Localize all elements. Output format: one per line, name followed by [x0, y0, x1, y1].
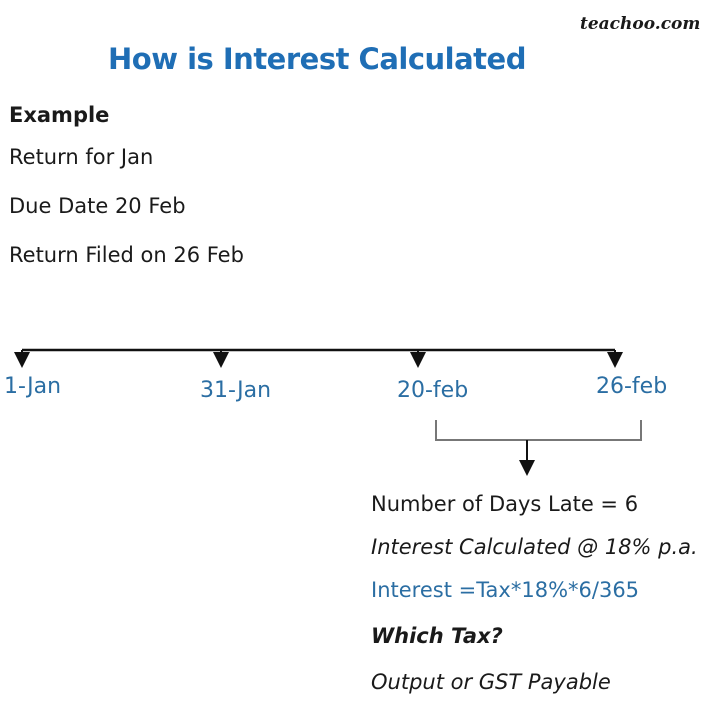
example-line-return: Return for Jan — [9, 145, 154, 169]
example-line-filed: Return Filed on 26 Feb — [9, 243, 244, 267]
date-label-26-feb: 26-feb — [596, 374, 668, 399]
date-label-31-jan: 31-Jan — [200, 378, 272, 403]
example-line-due-date: Due Date 20 Feb — [9, 194, 186, 218]
teachoo-logo: teachoo.com — [580, 14, 701, 34]
days-late-text: Number of Days Late = 6 — [371, 492, 639, 516]
which-tax-question: Which Tax? — [371, 624, 503, 648]
example-heading: Example — [9, 103, 110, 127]
date-label-20-feb: 20-feb — [397, 378, 469, 403]
interest-rate-text: Interest Calculated @ 18% p.a. — [371, 535, 698, 559]
interest-formula: Interest =Tax*18%*6/365 — [371, 578, 640, 602]
which-tax-answer: Output or GST Payable — [371, 670, 611, 694]
page-title: How is Interest Calculated — [108, 42, 526, 76]
date-label-1-jan: 1-Jan — [4, 374, 62, 399]
days-bracket — [435, 420, 642, 441]
